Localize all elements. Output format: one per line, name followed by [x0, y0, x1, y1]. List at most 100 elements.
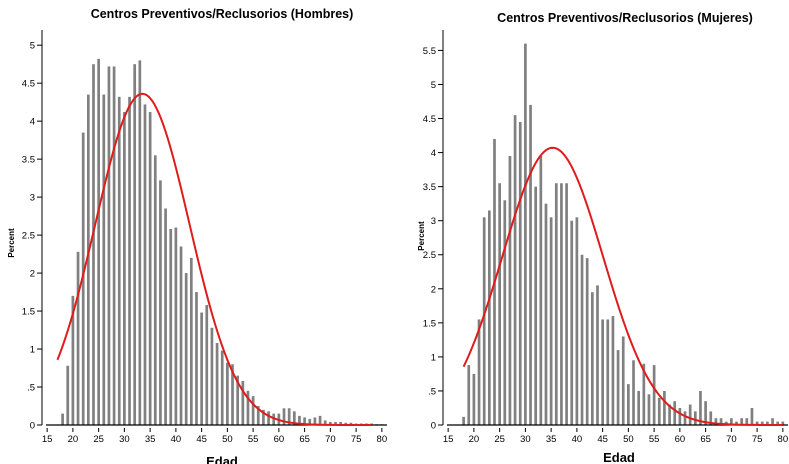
histogram-bar — [472, 373, 476, 425]
y-axis-label: Percent — [7, 228, 16, 258]
histogram-bar — [611, 316, 615, 425]
histogram-bar — [508, 155, 512, 425]
histogram-bar — [334, 421, 337, 425]
histogram-bar — [642, 363, 646, 425]
y-tick-label: 2.5 — [423, 250, 436, 261]
y-tick-label: 4.5 — [423, 114, 436, 125]
histogram-bar — [549, 217, 553, 425]
histogram-bar — [205, 304, 209, 425]
histogram-bar — [714, 418, 718, 425]
y-tick-label: 3 — [431, 216, 436, 227]
histogram-bar — [102, 94, 106, 425]
histogram-bar — [482, 217, 486, 425]
y-tick-label: .5 — [428, 386, 436, 397]
y-tick-label: 4.5 — [22, 79, 35, 90]
histogram-bar — [148, 112, 152, 426]
histogram-bar — [256, 406, 260, 425]
y-tick-label: 3 — [30, 193, 35, 204]
y-tick-label: 0 — [431, 421, 436, 432]
histogram-bar — [112, 66, 116, 425]
histogram-mujeres: Centros Preventivos/Reclusorios (Mujeres… — [417, 11, 789, 464]
histogram-bar — [647, 394, 651, 425]
histogram-bar — [344, 422, 348, 425]
histogram-bar — [518, 121, 522, 426]
histogram-bar — [632, 360, 635, 425]
y-tick-label: 0 — [30, 421, 35, 432]
y-tick-label: 3.5 — [423, 182, 436, 193]
histogram-bar — [616, 350, 620, 425]
histogram-bar — [621, 336, 625, 425]
x-tick-label: 75 — [752, 434, 763, 445]
histogram-bar — [92, 64, 95, 426]
histogram-bar — [771, 418, 774, 425]
x-tick-label: 65 — [299, 434, 310, 445]
histogram-bar — [318, 415, 322, 425]
histogram-bar — [107, 66, 111, 425]
histogram-bar — [554, 183, 558, 425]
x-tick-label: 70 — [726, 434, 737, 445]
x-tick-label: 25 — [494, 434, 505, 445]
histogram-bar — [652, 365, 656, 425]
x-tick-label: 80 — [778, 434, 789, 445]
histogram-bar — [128, 96, 131, 425]
histogram-bar — [745, 418, 749, 425]
histogram-bar — [138, 60, 142, 426]
histogram-bar — [303, 417, 306, 425]
histogram-bar — [755, 421, 759, 425]
y-tick-label: 1 — [30, 345, 35, 356]
x-tick-label: 30 — [520, 434, 531, 445]
histogram-bar — [174, 227, 178, 425]
histogram-bar — [220, 350, 224, 425]
histogram-bar — [683, 411, 687, 425]
x-tick-label: 20 — [68, 434, 79, 445]
histogram-bar — [159, 180, 162, 425]
chart-title: Centros Preventivos/Reclusorios (Hombres… — [91, 7, 354, 21]
y-tick-label: 1.5 — [22, 307, 35, 318]
histogram-bar — [292, 411, 296, 425]
y-axis-label: Percent — [417, 221, 426, 251]
histogram-bar — [760, 421, 764, 425]
histogram-bar — [169, 229, 173, 425]
histogram-bar — [251, 396, 255, 425]
histogram-bar — [226, 362, 229, 425]
histogram-bar — [298, 415, 301, 425]
histogram-bar — [61, 413, 64, 425]
y-tick-label: 5 — [30, 41, 35, 52]
x-tick-label: 60 — [274, 434, 285, 445]
y-tick-label: 2 — [30, 269, 35, 280]
histogram-bar — [179, 246, 183, 425]
histogram-bar — [596, 285, 599, 425]
histogram-bar — [570, 220, 574, 425]
histogram-bar — [534, 186, 538, 425]
histogram-bar — [246, 390, 250, 425]
histogram-bar — [678, 407, 682, 425]
histogram-bar — [86, 94, 90, 425]
x-tick-label: 80 — [377, 434, 388, 445]
histogram-bar — [529, 104, 532, 426]
histogram-bar — [133, 64, 137, 426]
x-tick-label: 40 — [572, 434, 583, 445]
histogram-bar — [189, 257, 193, 425]
x-tick-label: 20 — [469, 434, 480, 445]
x-tick-label: 35 — [145, 434, 156, 445]
histogram-bar — [575, 217, 579, 425]
histogram-bar — [329, 421, 332, 425]
x-tick-label: 55 — [248, 434, 259, 445]
histogram-bar — [467, 365, 471, 425]
histogram-bar — [215, 342, 219, 425]
y-tick-label: 2.5 — [22, 231, 35, 242]
histogram-bar — [730, 418, 733, 425]
x-tick-label: 50 — [222, 434, 233, 445]
x-tick-label: 60 — [675, 434, 686, 445]
histogram-bar — [76, 251, 80, 425]
histogram-bar — [231, 364, 234, 425]
histogram-bar — [200, 312, 203, 425]
x-tick-label: 40 — [171, 434, 182, 445]
histogram-bar — [339, 421, 343, 425]
histogram-hombres: Centros Preventivos/Reclusorios (Hombres… — [7, 7, 388, 464]
histogram-bar — [503, 200, 507, 425]
normal-density-curve — [462, 146, 783, 426]
histogram-bar — [66, 365, 70, 425]
y-tick-label: 1 — [431, 352, 436, 363]
